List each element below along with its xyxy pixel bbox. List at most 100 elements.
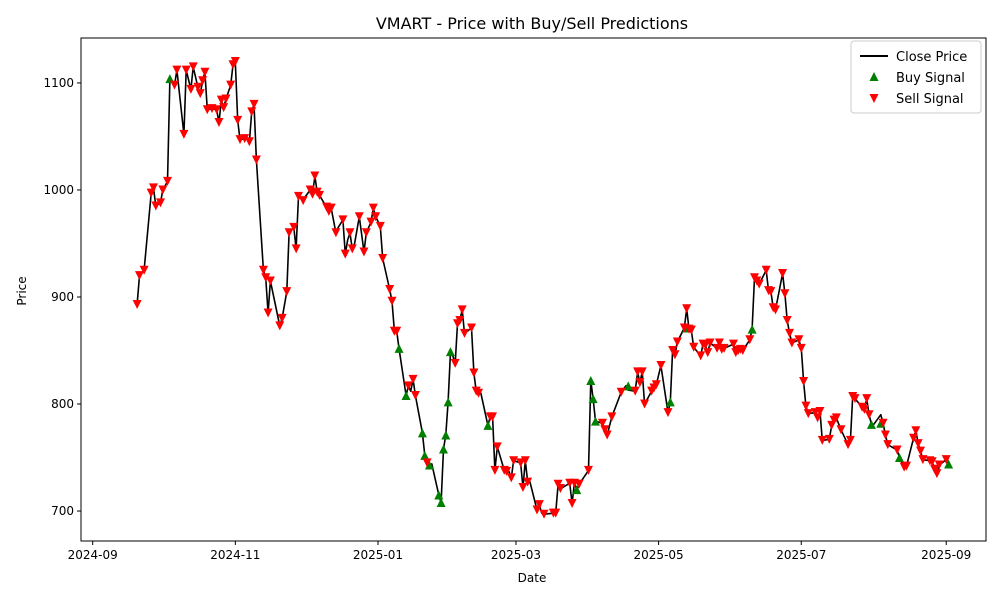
sell-signal-marker xyxy=(831,413,841,423)
sell-signal-marker xyxy=(387,296,397,306)
sell-signal-marker xyxy=(932,469,942,479)
sell-signal-marker xyxy=(689,342,699,352)
sell-signal-marker xyxy=(836,425,846,435)
sell-signal-marker xyxy=(637,367,647,377)
buy-signal-marker xyxy=(445,347,455,357)
sell-signal-marker xyxy=(714,338,724,348)
x-axis-label: Date xyxy=(518,571,547,585)
sell-signal-marker xyxy=(469,368,479,378)
sell-signal-marker xyxy=(310,171,320,181)
buy-signal-marker xyxy=(436,497,446,507)
sell-signal-marker xyxy=(275,321,285,331)
sell-signal-marker xyxy=(378,253,388,263)
buy-signal-marker xyxy=(586,375,596,385)
sell-signal-marker xyxy=(555,484,565,494)
sell-signal-marker xyxy=(422,458,432,468)
sell-signal-marker xyxy=(308,189,318,199)
sell-signal-marker xyxy=(233,115,243,125)
sell-signal-marker xyxy=(892,445,902,455)
sell-signal-marker xyxy=(212,105,222,115)
sell-signal-marker xyxy=(298,196,308,206)
sell-signal-marker xyxy=(467,323,477,333)
sell-signal-marker xyxy=(331,228,341,238)
legend-label-buy: Buy Signal xyxy=(896,71,965,86)
sell-signal-marker xyxy=(455,316,465,326)
sell-signal-marker xyxy=(371,212,381,222)
sell-signal-marker xyxy=(941,455,951,465)
x-tick-label: 2025-09 xyxy=(921,548,971,562)
sell-signal-marker xyxy=(909,433,919,443)
sell-signal-marker xyxy=(934,460,944,470)
sell-signal-marker xyxy=(359,247,369,257)
sell-signal-marker xyxy=(700,340,710,350)
buy-signal-marker xyxy=(401,390,411,400)
sell-signal-marker xyxy=(883,440,893,450)
sell-signal-marker xyxy=(656,360,666,370)
y-tick-label: 800 xyxy=(51,397,74,411)
sell-signal-marker xyxy=(523,477,533,487)
sell-signal-marker xyxy=(878,418,888,428)
buy-signal-marker xyxy=(944,459,954,469)
sell-signal-marker xyxy=(782,316,792,326)
sell-signal-marker xyxy=(916,446,926,456)
y-tick-label: 1000 xyxy=(43,183,74,197)
sell-signal-marker xyxy=(539,509,549,519)
buy-signal-marker xyxy=(441,430,451,440)
sell-signal-marker xyxy=(450,358,460,368)
sell-signal-marker xyxy=(551,508,561,518)
sell-signal-marker xyxy=(516,458,526,468)
sell-signal-marker xyxy=(244,137,254,147)
buy-signal-marker xyxy=(438,444,448,454)
sell-signal-marker xyxy=(913,439,923,449)
sell-signal-marker xyxy=(794,335,804,345)
buy-signal-marker xyxy=(623,381,633,391)
sell-signal-marker xyxy=(670,350,680,360)
sell-signal-marker xyxy=(761,265,771,275)
sell-signal-marker xyxy=(139,265,149,275)
buy-signal-marker xyxy=(747,324,757,334)
sell-signal-marker xyxy=(703,348,713,358)
sell-signal-marker xyxy=(172,65,182,75)
buy-signal-marker xyxy=(590,416,600,426)
sell-signal-marker xyxy=(490,465,500,475)
sell-signal-marker xyxy=(651,380,661,390)
sell-signal-marker xyxy=(583,465,593,475)
sell-signal-marker xyxy=(170,80,180,90)
legend-sell-swatch xyxy=(869,94,879,103)
sell-signal-marker xyxy=(240,134,250,144)
sell-signal-marker xyxy=(221,94,231,104)
sell-signal-marker xyxy=(457,305,467,315)
sell-signal-marker xyxy=(366,217,376,227)
buy-signal-marker xyxy=(424,460,434,470)
sell-signal-marker xyxy=(488,412,498,422)
buy-signal-marker xyxy=(417,428,427,438)
sell-signal-marker xyxy=(181,65,191,75)
buy-signal-marker xyxy=(394,343,404,353)
sell-signal-marker xyxy=(862,394,872,404)
sell-signal-marker xyxy=(780,289,790,299)
sell-signal-marker xyxy=(918,455,928,465)
sell-signal-marker xyxy=(927,457,937,467)
sell-signal-marker xyxy=(410,390,420,400)
sell-signal-marker xyxy=(132,299,142,309)
sell-signal-marker xyxy=(284,228,294,238)
sell-signal-marker xyxy=(392,326,402,336)
sell-signal-marker xyxy=(282,287,292,297)
sell-signal-marker xyxy=(778,268,788,278)
sell-signal-marker xyxy=(265,276,275,286)
sell-signal-marker xyxy=(635,378,645,388)
y-tick-label: 1100 xyxy=(43,76,74,90)
x-tick-label: 2025-07 xyxy=(776,548,826,562)
sell-signal-marker xyxy=(188,62,198,72)
legend: Close Price Buy Signal Sell Signal xyxy=(850,40,982,114)
buy-signal-marker xyxy=(443,397,453,407)
legend-label-close: Close Price xyxy=(896,50,967,65)
sell-signal-marker xyxy=(880,430,890,440)
sell-signal-marker xyxy=(219,103,229,113)
sell-signal-marker xyxy=(771,305,781,315)
sell-signal-marker xyxy=(686,325,696,335)
x-tick-label: 2025-05 xyxy=(634,548,684,562)
sell-signal-marker xyxy=(214,118,224,128)
sell-signal-marker xyxy=(817,435,827,445)
sell-signal-marker xyxy=(315,190,325,200)
